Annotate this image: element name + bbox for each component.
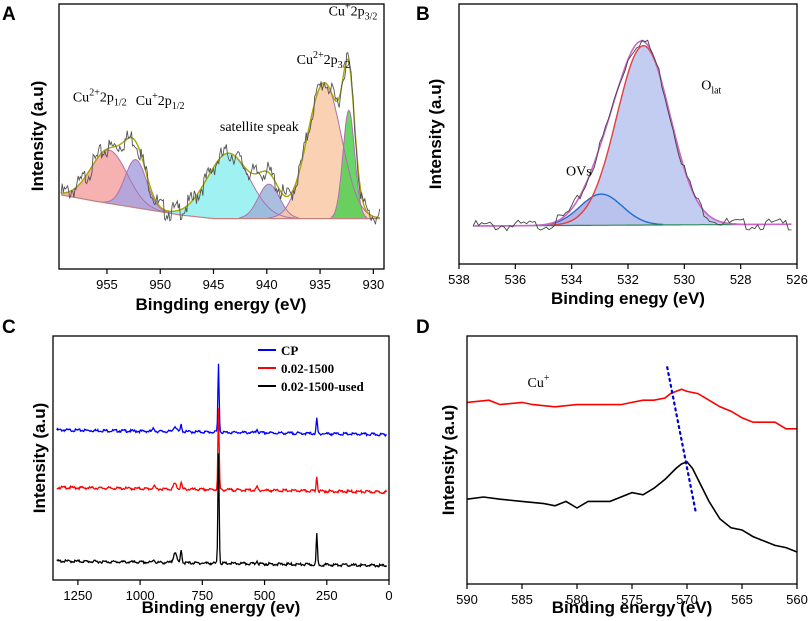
panel-c-xlabel: Binding energy (ev) <box>142 598 301 617</box>
panel-a-annotation-3: satellite speak <box>220 120 299 135</box>
panel-a-tick-label: 940 <box>256 277 278 292</box>
panel-c-plot-frame <box>52 335 390 581</box>
panel-b-peak-2 <box>550 45 737 226</box>
panel-a: 955 950 945 940 935 930 Bingding energy (eV) … <box>28 2 385 314</box>
panel-d-x-ticks: 590 585 580 575 570 565 560 <box>456 584 808 607</box>
panel-a-raw-spectrum <box>60 52 381 225</box>
panel-a-annotations: Cu2+2p1/2 Cu+2p1/2 satellite speak Cu2+2p3/… <box>73 2 378 135</box>
panel-b-fitted-peaks <box>539 45 737 226</box>
panel-a-ylabel: Intensity (a.u) <box>28 81 47 192</box>
panel-a-tick-label: 950 <box>149 277 171 292</box>
panel-c-legend-label: 0.02-1500 <box>281 361 334 376</box>
panel-a-tick-label: 935 <box>309 277 331 292</box>
panel-a-peak-2 <box>103 159 168 213</box>
panel-b-tick-label: 536 <box>504 272 526 287</box>
panel-letter-b: B <box>416 4 430 25</box>
panel-b-tick-label: 530 <box>673 272 695 287</box>
panel-a-tick-label: 955 <box>96 277 118 292</box>
panel-d-series-2 <box>466 460 798 553</box>
panel-b-envelope-line <box>473 40 792 227</box>
panel-b-ylabel: Intensity (a.u) <box>426 79 445 190</box>
panel-c-tick-label: 1000 <box>126 588 155 603</box>
panel-d-tick-label: 580 <box>566 592 588 607</box>
panel-a-tick-label: 930 <box>362 277 384 292</box>
panel-d-guide-line <box>666 366 697 514</box>
panel-a-annotation-5: Cu+2p3/2 <box>329 2 378 23</box>
panel-b-x-ticks: 538 536 534 532 530 528 526 <box>448 264 808 287</box>
panel-a-x-ticks: 955 950 945 940 935 930 <box>96 269 384 292</box>
panel-d-tick-label: 590 <box>456 592 478 607</box>
panel-c-legend-label: 0.02-1500-used <box>281 379 364 394</box>
panel-d-ylabel: Intensity (a.u) <box>439 405 458 516</box>
panel-c-series-2 <box>56 408 388 495</box>
panel-d-annotation-1: Cu+ <box>528 373 550 391</box>
panel-b-annotation-2: Olat <box>701 79 721 97</box>
panel-c-tick-label: 250 <box>316 588 338 603</box>
panel-letter-c: C <box>2 317 16 338</box>
panel-b-annotation-1: OVs <box>566 164 592 179</box>
panel-d-tick-label: 585 <box>511 592 533 607</box>
panel-a-annotation-4: Cu2+2p3/2 <box>297 50 351 71</box>
panel-a-plot-frame <box>58 3 385 270</box>
panel-c-series-3 <box>56 453 388 568</box>
panel-d-plot-frame <box>466 335 798 585</box>
panel-a-peak-6 <box>330 110 367 219</box>
panel-c-tick-label: 1250 <box>63 588 92 603</box>
panel-b: 538 536 534 532 530 528 526 Binding enegy (eV)… <box>426 3 808 308</box>
panel-a-background-line <box>60 194 380 220</box>
panel-d-tick-label: 575 <box>621 592 643 607</box>
panel-a-fitted-peaks <box>61 82 380 219</box>
panel-c-legend-label: CP <box>281 343 298 358</box>
panel-a-annotation-2: Cu+2p1/2 <box>136 91 185 112</box>
panel-a-peak-outline-6 <box>330 109 368 219</box>
panel-d-series-1 <box>466 388 797 430</box>
panel-c-tick-label: 0 <box>385 588 392 603</box>
panel-letter-a: A <box>2 4 16 25</box>
panel-b-tick-label: 534 <box>561 272 583 287</box>
panel-d-tick-label: 570 <box>676 592 698 607</box>
panel-a-xlabel: Bingding energy (eV) <box>136 295 307 314</box>
panel-c-spectra <box>56 363 388 568</box>
panel-b-tick-label: 528 <box>730 272 752 287</box>
panel-b-annotations: OVs Olat <box>566 79 722 180</box>
panel-letter-d: D <box>416 317 430 338</box>
panel-b-xlabel: Binding enegy (eV) <box>551 289 705 308</box>
panel-a-peak-outline-2 <box>103 159 168 213</box>
panel-d-tick-label: 565 <box>731 592 753 607</box>
panel-a-envelope-line <box>61 58 380 219</box>
panel-d-spectra <box>466 366 798 553</box>
panel-c-tick-label: 750 <box>191 588 213 603</box>
panel-b-peak-outline-1 <box>539 193 664 226</box>
panel-d: 590 585 580 575 570 565 560 Binding energy (eV… <box>439 335 808 617</box>
panel-c-ylabel: Intensity (a.u) <box>30 403 49 514</box>
panel-b-tick-label: 538 <box>448 272 470 287</box>
panel-a-annotation-1: Cu2+2p1/2 <box>73 88 127 109</box>
panel-b-tick-label: 532 <box>617 272 639 287</box>
panel-c-series-1 <box>56 363 388 438</box>
panel-c-legend: CP 0.02-1500 0.02-1500-used <box>258 343 364 394</box>
panel-d-annotations: Cu+ <box>528 373 550 391</box>
panel-d-tick-label: 560 <box>786 592 808 607</box>
panel-c-x-ticks: 1250 1000 750 500 250 0 <box>63 580 393 603</box>
panel-b-fit-lines <box>472 39 792 232</box>
panel-d-xlabel: Binding energy (eV) <box>552 598 713 617</box>
panel-b-tick-label: 526 <box>786 272 808 287</box>
panel-b-raw-spectrum <box>472 39 792 232</box>
panel-c-tick-label: 500 <box>254 588 276 603</box>
panel-a-peak-outline-4 <box>239 183 299 219</box>
panel-a-fit-lines <box>60 52 381 225</box>
panel-a-tick-label: 945 <box>203 277 225 292</box>
panel-c: 1250 1000 750 500 250 0 CP 0.02-1500 0.02-1500-… <box>30 335 393 617</box>
